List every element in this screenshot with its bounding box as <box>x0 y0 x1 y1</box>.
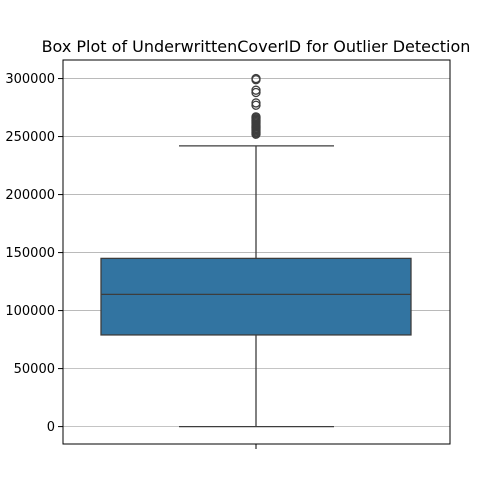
y-tick-label: 150000 <box>5 246 55 261</box>
y-tick-label: 200000 <box>5 188 55 203</box>
y-tick-label: 300000 <box>5 72 55 87</box>
y-tick-label: 50000 <box>14 362 55 377</box>
chart-title: Box Plot of UnderwrittenCoverID for Outl… <box>42 37 471 56</box>
plot-area <box>100 73 412 428</box>
y-tick-label: 250000 <box>5 130 55 145</box>
outlier-point <box>251 112 261 122</box>
outlier-point <box>251 73 261 84</box>
y-axis: 0 50000 100000 150000 200000 250000 300000 <box>5 72 63 435</box>
y-tick-label: 0 <box>47 420 55 435</box>
outlier-point <box>251 98 261 108</box>
y-tick-label: 100000 <box>5 304 55 319</box>
iqr-box <box>100 257 412 336</box>
outlier-point <box>251 85 261 95</box>
